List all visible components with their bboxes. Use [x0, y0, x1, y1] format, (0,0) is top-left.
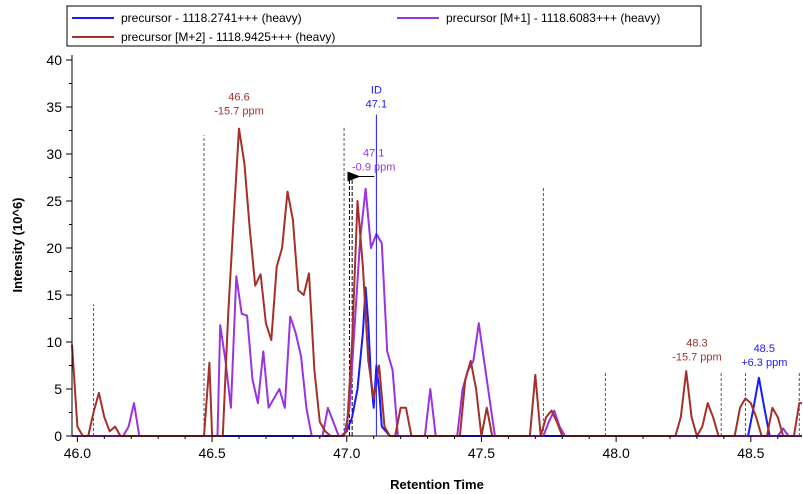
peak-annotation-label: 48.5 [754, 343, 775, 355]
y-tick-label: 15 [46, 287, 62, 303]
y-tick-label: 20 [46, 240, 62, 256]
y-tick-label: 25 [46, 193, 62, 209]
y-tick-label: 5 [54, 381, 62, 397]
peak-annotation-label: 47.1 [363, 148, 384, 160]
y-tick-label: 10 [46, 334, 62, 350]
peak-annotation-label: 46.6 [228, 91, 249, 103]
y-axis-ticks: 0 5 10 15 20 25 30 35 40 [46, 52, 72, 444]
peak-annotation-label: -0.9 ppm [352, 162, 395, 174]
legend-box [66, 5, 702, 47]
y-tick-label: 30 [46, 146, 62, 162]
peak-annotation-label: +6.3 ppm [741, 357, 787, 369]
x-tick-label: 47.0 [333, 445, 360, 461]
peak-annotation-label: -15.7 ppm [214, 105, 264, 117]
y-tick-label: 0 [54, 428, 62, 444]
legend: precursor - 1118.2741+++ (heavy) precurs… [66, 5, 702, 47]
y-axis-title: Intensity (10^6) [10, 197, 25, 292]
x-tick-label: 48.5 [737, 445, 764, 461]
legend-label-series-0: precursor - 1118.2741+++ (heavy) [121, 11, 302, 25]
id-marker-label: ID [371, 85, 382, 97]
x-tick-label: 47.5 [468, 445, 495, 461]
x-axis-title: Retention Time [390, 477, 484, 492]
y-tick-label: 40 [46, 52, 62, 68]
peak-annotation-label: 48.3 [686, 338, 707, 350]
y-tick-label: 35 [46, 99, 62, 115]
peak-annotation-label: -15.7 ppm [672, 352, 722, 364]
legend-label-series-2: precursor [M+2] - 1118.9425+++ (heavy) [121, 30, 335, 44]
id-marker-value: 47.1 [366, 99, 387, 111]
legend-label-series-1: precursor [M+1] - 1118.6083+++ (heavy) [446, 11, 660, 25]
x-axis-ticks: 46.0 46.5 47.0 47.5 48.0 48.5 [64, 436, 779, 461]
series-line-2 [71, 127, 802, 437]
x-tick-label: 46.5 [198, 445, 225, 461]
x-tick-label: 46.0 [64, 445, 91, 461]
series-line-1 [72, 187, 802, 437]
plot-area: ID 47.1 46.6 -15.7 ppm 47.1 -0.9 ppm 48.3 -15.7… [71, 85, 802, 437]
x-tick-label: 48.0 [603, 445, 630, 461]
